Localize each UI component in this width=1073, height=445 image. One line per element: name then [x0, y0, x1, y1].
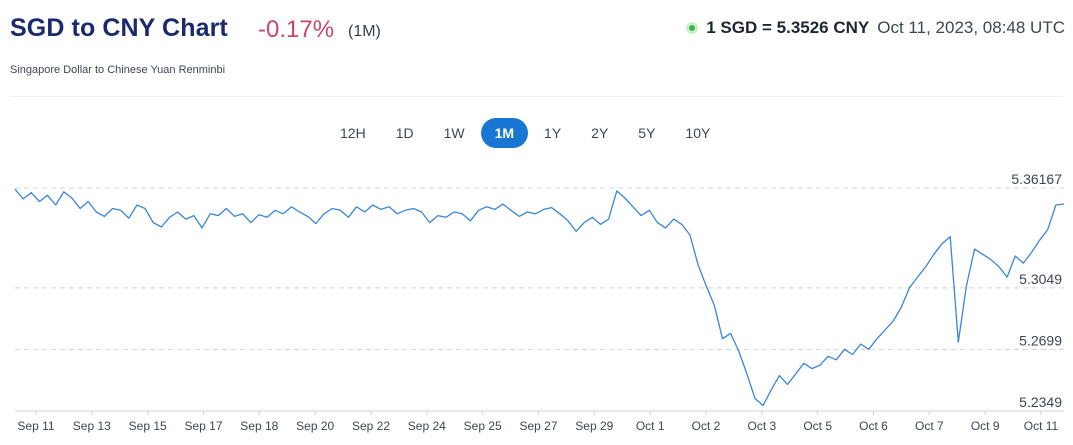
y-tick-label: 5.3049	[1019, 271, 1062, 287]
live-status-icon	[686, 22, 699, 34]
period-1d-button[interactable]: 1D	[382, 118, 428, 148]
y-tick-label: 5.36167	[1011, 171, 1062, 187]
x-tick-label: Sep 11	[17, 419, 54, 433]
x-tick-label: Sep 22	[352, 419, 390, 433]
rate-series-line	[14, 188, 1065, 407]
change-period: (1M)	[348, 23, 381, 40]
x-tick-label: Oct 6	[859, 419, 888, 433]
x-tick-label: Sep 27	[519, 419, 557, 433]
page-title: SGD to CNY Chart	[10, 14, 228, 42]
x-tick-label: Oct 11	[1024, 419, 1059, 433]
rate-summary: 1 SGD = 5.3526 CNY Oct 11, 2023, 08:48 U…	[686, 18, 1065, 38]
period-10y-button[interactable]: 10Y	[671, 118, 724, 148]
period-12h-button[interactable]: 12H	[326, 118, 380, 148]
x-tick-label: Sep 13	[73, 419, 111, 433]
period-1w-button[interactable]: 1W	[430, 118, 479, 148]
period-1m-button[interactable]: 1M	[480, 118, 529, 148]
y-tick-label: 5.2349	[1019, 394, 1062, 410]
x-tick-label: Sep 25	[464, 419, 502, 433]
x-tick-label: Oct 9	[971, 419, 1000, 433]
x-tick-label: Oct 1	[636, 419, 665, 433]
x-tick-label: Oct 3	[747, 419, 776, 433]
x-tick-label: Oct 2	[692, 419, 721, 433]
x-tick-label: Sep 24	[408, 419, 446, 433]
page-subtitle: Singapore Dollar to Chinese Yuan Renminb…	[10, 64, 226, 76]
x-tick-label: Sep 15	[129, 419, 167, 433]
x-tick-label: Sep 18	[240, 419, 278, 433]
rate-value: 1 SGD = 5.3526 CNY	[706, 18, 870, 37]
x-tick-label: Sep 29	[575, 419, 613, 433]
x-tick-label: Sep 17	[184, 419, 222, 433]
period-selector: 12H 1D 1W 1M 1Y 2Y 5Y 10Y	[326, 118, 726, 148]
x-tick-label: Oct 7	[915, 419, 944, 433]
x-tick-label: Sep 20	[296, 419, 334, 433]
x-tick-label: Oct 5	[803, 419, 832, 433]
change-percent: -0.17%	[258, 16, 335, 43]
period-2y-button[interactable]: 2Y	[577, 118, 622, 148]
y-tick-label: 5.2699	[1019, 332, 1062, 348]
rate-timestamp: Oct 11, 2023, 08:48 UTC	[877, 18, 1065, 37]
period-5y-button[interactable]: 5Y	[624, 118, 669, 148]
period-1y-button[interactable]: 1Y	[530, 118, 575, 148]
header-divider	[10, 96, 1063, 97]
